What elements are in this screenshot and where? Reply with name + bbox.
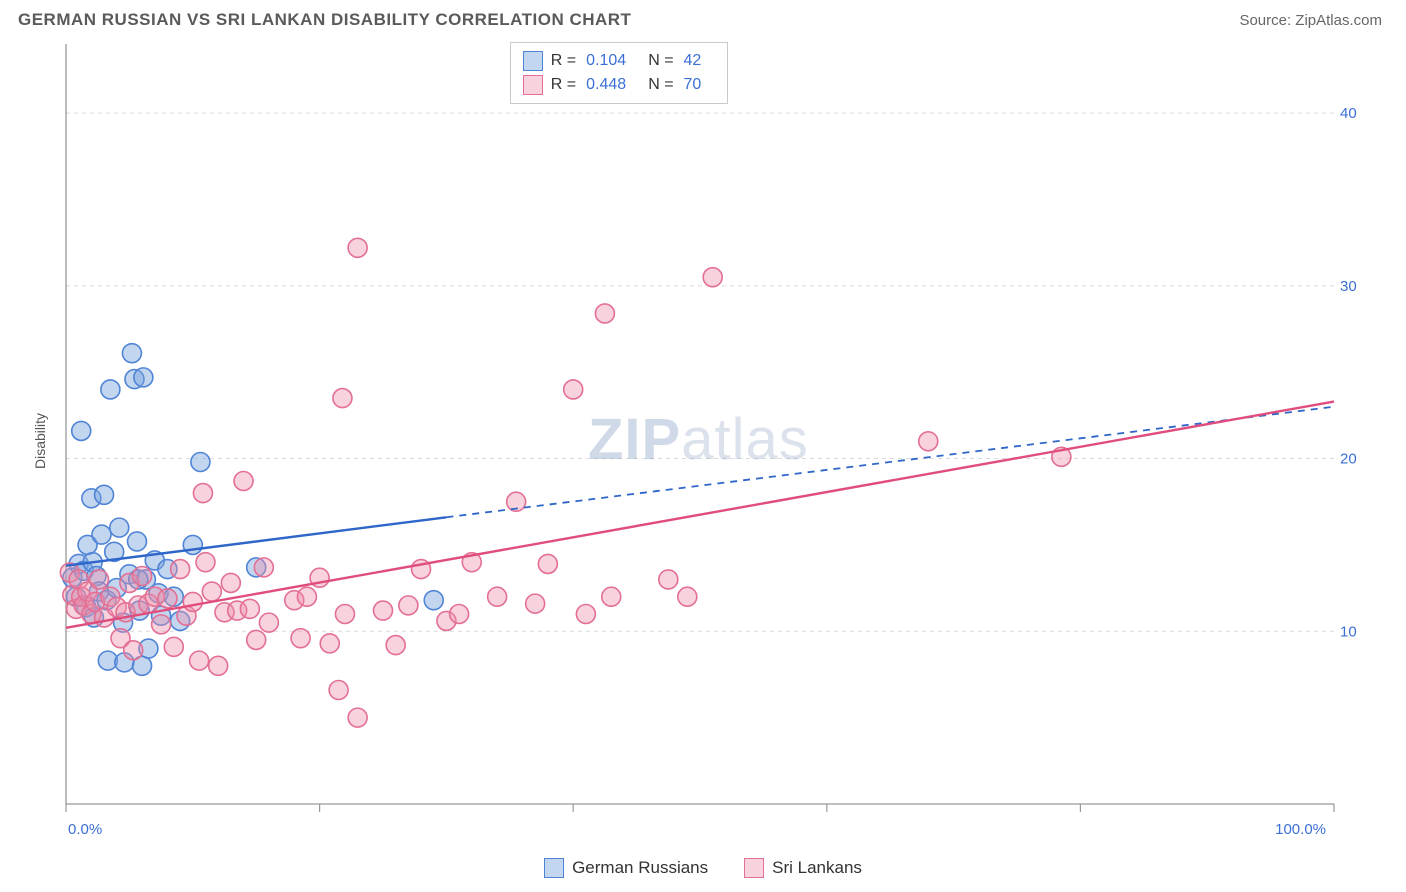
stat-n-label: N = [648,76,673,94]
series-legend: German Russians Sri Lankans [0,858,1406,878]
stat-n-value: 42 [684,52,702,70]
scatter-point [576,605,595,624]
source-label: Source: ZipAtlas.com [1239,12,1382,29]
scatter-point [488,587,507,606]
legend-label: Sri Lankans [772,858,862,878]
stat-n-label: N = [648,52,673,70]
y-axis-label: Disability [32,413,48,469]
scatter-point [424,591,443,610]
scatter-point [247,630,266,649]
stat-n-value: 70 [684,76,702,94]
x-tick-label: 0.0% [68,821,102,838]
stat-r-label: R = [551,52,576,70]
legend-item: German Russians [544,858,708,878]
scatter-point [659,570,678,589]
x-tick-label: 100.0% [1275,821,1326,838]
trend-line-dashed [446,407,1334,518]
scatter-point [152,615,171,634]
scatter-point [89,570,108,589]
legend-swatch [744,858,764,878]
scatter-point [602,587,621,606]
scatter-point [348,708,367,727]
plot-area: Disability 10.0% 20.0% 30.0% 40.0% 0.0% 100.0… [18,36,1388,846]
scatter-point [919,432,938,451]
scatter-point [348,238,367,257]
scatter-point [297,587,316,606]
scatter-point [399,596,418,615]
scatter-point [320,634,339,653]
stat-r-value: 0.104 [586,52,626,70]
scatter-point [92,525,111,544]
trend-line [66,402,1334,628]
chart-title: GERMAN RUSSIAN VS SRI LANKAN DISABILITY … [18,10,631,30]
scatter-point [72,421,91,440]
scatter-point [329,681,348,700]
scatter-point [291,629,310,648]
scatter-point [134,368,153,387]
header: GERMAN RUSSIAN VS SRI LANKAN DISABILITY … [0,0,1406,36]
scatter-point [678,587,697,606]
scatter-point [333,389,352,408]
scatter-point [526,594,545,613]
scatter-point [193,484,212,503]
scatter-point [450,605,469,624]
scatter-point [164,637,183,656]
scatter-point [122,344,141,363]
scatter-point [221,573,240,592]
scatter-point [240,599,259,618]
stats-legend-row: R = 0.448 N = 70 [523,73,716,97]
scatter-point [703,268,722,287]
scatter-chart: 10.0% 20.0% 30.0% 40.0% 0.0% 100.0% [18,36,1358,846]
scatter-point [254,558,273,577]
scatter-point [183,592,202,611]
scatter-point [158,589,177,608]
scatter-point [564,380,583,399]
stats-legend-row: R = 0.104 N = 42 [523,49,716,73]
scatter-point [124,641,143,660]
y-tick-label: 20.0% [1340,451,1358,468]
y-tick-label: 30.0% [1340,278,1358,295]
stats-legend: R = 0.104 N = 42 R = 0.448 N = 70 [510,42,729,104]
scatter-point [202,582,221,601]
scatter-point [128,532,147,551]
y-tick-label: 40.0% [1340,105,1358,122]
scatter-point [171,560,190,579]
legend-item: Sri Lankans [744,858,862,878]
scatter-point [110,518,129,537]
scatter-point [374,601,393,620]
stat-r-value: 0.448 [586,76,626,94]
scatter-point [209,656,228,675]
legend-swatch [544,858,564,878]
scatter-point [259,613,278,632]
legend-swatch [523,51,543,71]
legend-swatch [523,75,543,95]
scatter-point [234,472,253,491]
scatter-point [538,554,557,573]
legend-label: German Russians [572,858,708,878]
stat-r-label: R = [551,76,576,94]
scatter-point [595,304,614,323]
scatter-point [191,453,210,472]
scatter-point [196,553,215,572]
scatter-point [335,605,354,624]
y-tick-label: 10.0% [1340,623,1358,640]
scatter-point [101,380,120,399]
scatter-point [133,567,152,586]
scatter-point [190,651,209,670]
scatter-point [386,636,405,655]
scatter-point [95,485,114,504]
